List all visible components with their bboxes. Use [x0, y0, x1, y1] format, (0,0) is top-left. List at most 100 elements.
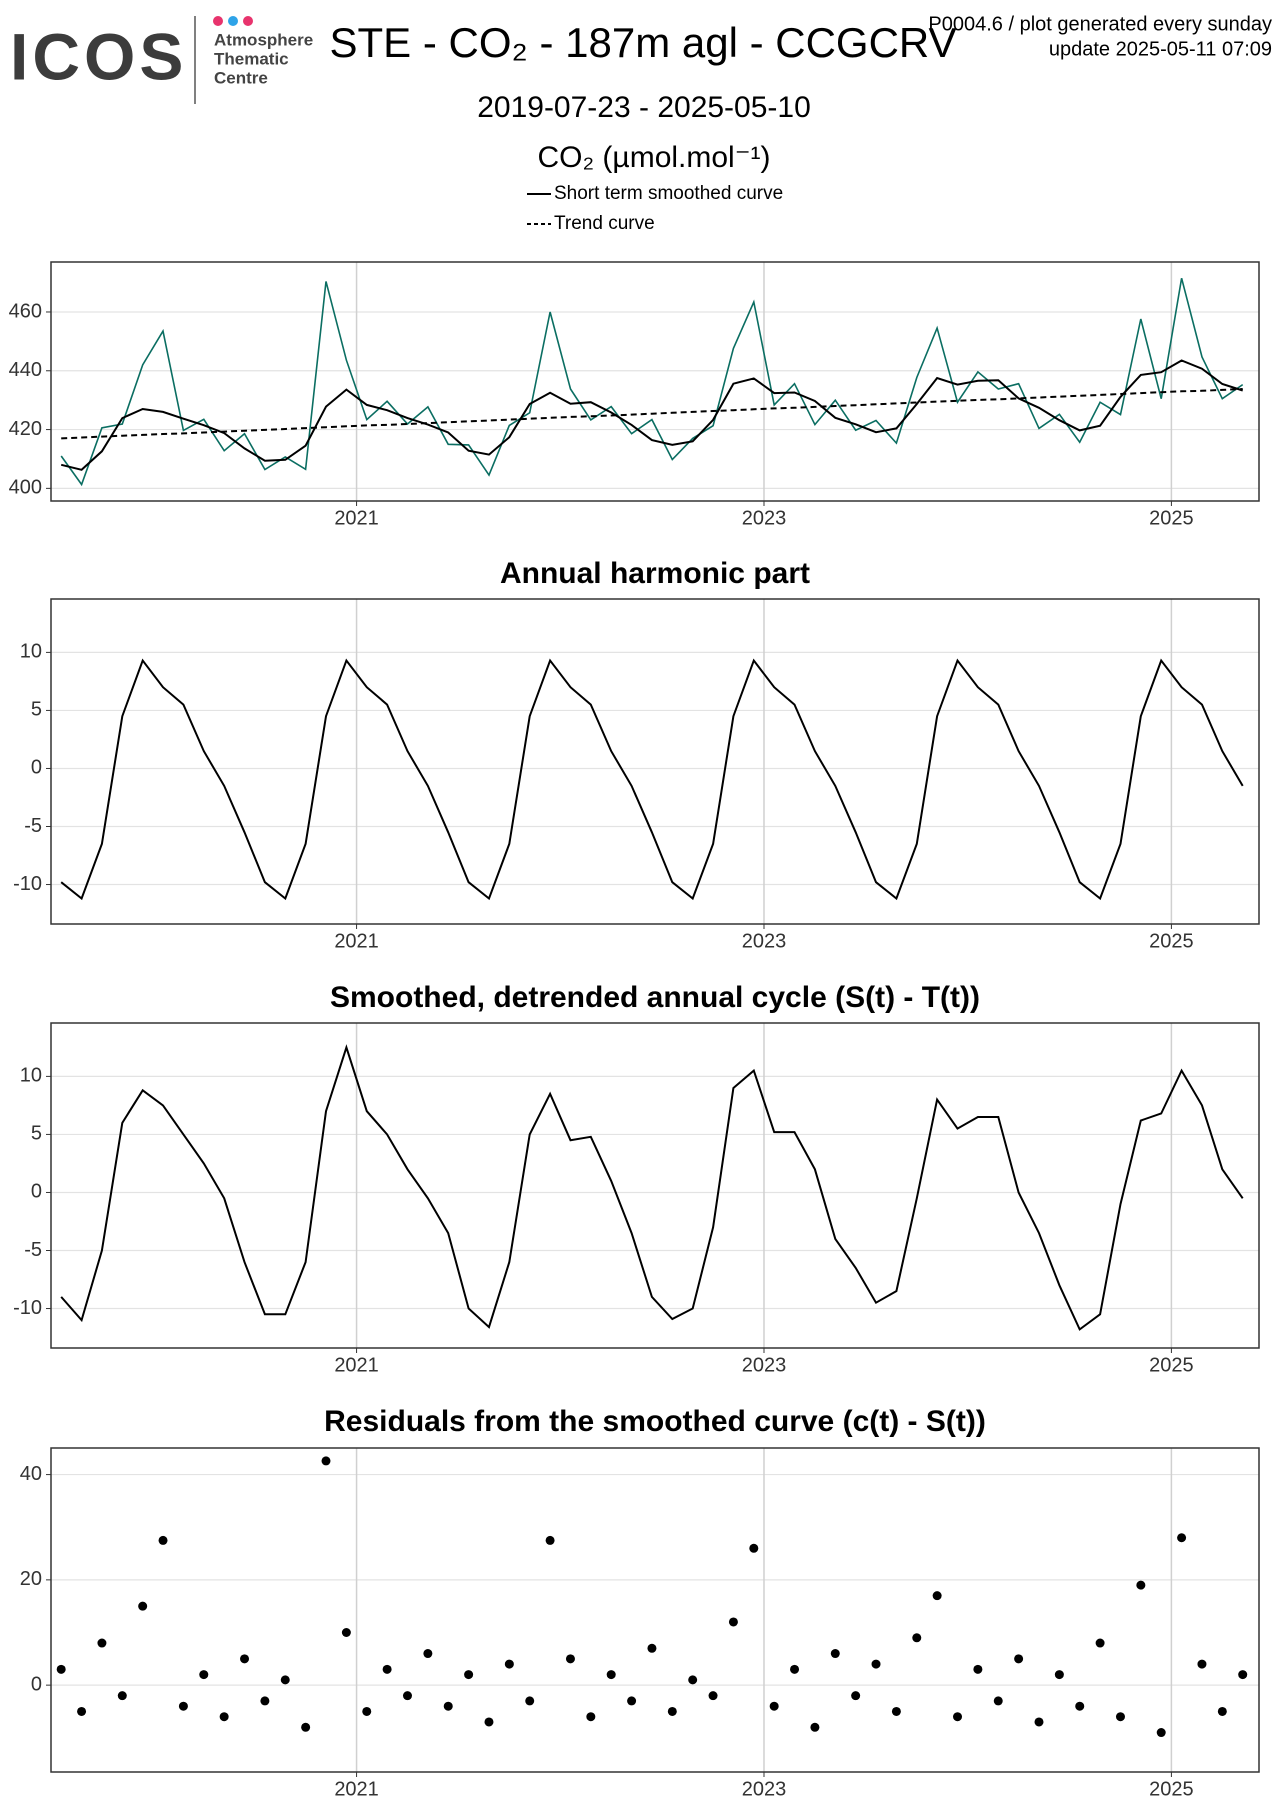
- y-axis-label: CO₂ (µmol.mol⁻¹): [537, 141, 770, 174]
- point: [769, 1701, 779, 1711]
- y-tick-label: 420: [9, 418, 42, 440]
- y-tick-label: 10: [20, 641, 42, 663]
- y-tick-label: -10: [13, 1297, 42, 1319]
- point: [1075, 1701, 1085, 1711]
- point: [749, 1543, 759, 1553]
- point: [688, 1675, 698, 1685]
- x-tick-label: 2025: [1149, 930, 1194, 952]
- point: [362, 1706, 372, 1716]
- y-tick-label: 460: [9, 300, 42, 322]
- logo-text: Atmosphere: [214, 30, 313, 49]
- point: [973, 1664, 983, 1674]
- point: [341, 1628, 351, 1638]
- logo-text: Thematic: [214, 49, 289, 68]
- logo-dot: [243, 16, 253, 26]
- y-tick-label: 20: [20, 1568, 42, 1590]
- plot-background: [51, 1448, 1259, 1772]
- legend-label: Short term smoothed curve: [554, 183, 783, 204]
- logo-dot: [228, 16, 238, 26]
- point: [443, 1701, 453, 1711]
- point: [219, 1712, 229, 1722]
- point: [708, 1691, 718, 1701]
- x-tick-label: 2021: [334, 507, 379, 529]
- point: [117, 1691, 127, 1701]
- plot-border: [50, 1447, 1260, 1773]
- logo: ICOS: [10, 19, 187, 93]
- legend-label: Trend curve: [554, 213, 655, 234]
- y-tick-label: 5: [31, 699, 42, 721]
- y-tick-label: 40: [20, 1463, 42, 1485]
- point: [321, 1456, 331, 1466]
- point: [1197, 1659, 1207, 1669]
- series-line: [60, 1044, 1244, 1331]
- x-tick-label: 2025: [1149, 1778, 1194, 1800]
- x-tick-label: 2025: [1149, 507, 1194, 529]
- panel-title: Residuals from the smoothed curve (c(t) …: [324, 1405, 986, 1438]
- point: [301, 1722, 311, 1732]
- main-title: STE - CO₂ - 187m agl - CCGCRV: [330, 19, 957, 66]
- point: [280, 1675, 290, 1685]
- point: [240, 1654, 250, 1664]
- y-tick-label: 10: [20, 1065, 42, 1087]
- plot-border: [50, 261, 1260, 502]
- y-tick-label: -10: [13, 873, 42, 895]
- plot-border: [50, 598, 1260, 925]
- point: [565, 1654, 575, 1664]
- subtitle: 2019-07-23 - 2025-05-10: [477, 91, 811, 124]
- point: [56, 1664, 66, 1674]
- point: [728, 1617, 738, 1627]
- point: [1115, 1712, 1125, 1722]
- point: [484, 1717, 494, 1727]
- point: [953, 1712, 963, 1722]
- point: [77, 1706, 87, 1716]
- series-line: [61, 388, 1243, 440]
- x-tick-label: 2025: [1149, 1354, 1194, 1376]
- x-tick-label: 2023: [742, 507, 787, 529]
- point: [1217, 1706, 1227, 1716]
- y-tick-label: 400: [9, 477, 42, 499]
- point: [138, 1601, 148, 1611]
- point: [178, 1701, 188, 1711]
- point: [790, 1664, 800, 1674]
- plot-border: [50, 1022, 1260, 1349]
- x-tick-label: 2023: [742, 1778, 787, 1800]
- point: [830, 1649, 840, 1659]
- point: [158, 1535, 168, 1545]
- point: [97, 1638, 107, 1648]
- point: [606, 1670, 616, 1680]
- meta: P0004.6 / plot generated every sunday: [928, 13, 1272, 35]
- point: [464, 1670, 474, 1680]
- point: [525, 1696, 535, 1706]
- logo-dot: [213, 16, 223, 26]
- point: [1238, 1670, 1248, 1680]
- plot-background: [51, 1023, 1259, 1348]
- point: [851, 1691, 861, 1701]
- y-tick-label: 440: [9, 359, 42, 381]
- point: [199, 1670, 209, 1680]
- point: [667, 1706, 677, 1716]
- point: [647, 1643, 657, 1653]
- x-tick-label: 2021: [334, 1778, 379, 1800]
- point: [260, 1696, 270, 1706]
- point: [993, 1696, 1003, 1706]
- y-tick-label: -5: [24, 815, 42, 837]
- point: [402, 1691, 412, 1701]
- y-tick-label: 5: [31, 1123, 42, 1145]
- point: [1054, 1670, 1064, 1680]
- point: [1014, 1654, 1024, 1664]
- point: [382, 1664, 392, 1674]
- logo-text: Centre: [214, 68, 268, 87]
- panel-title: Annual harmonic part: [500, 557, 810, 590]
- plot-background: [51, 262, 1259, 501]
- panel-title: Smoothed, detrended annual cycle (S(t) -…: [330, 981, 980, 1014]
- y-tick-label: 0: [31, 1181, 42, 1203]
- series-line: [60, 359, 1244, 471]
- point: [1156, 1728, 1166, 1738]
- point: [932, 1591, 942, 1601]
- x-tick-label: 2023: [742, 1354, 787, 1376]
- x-tick-label: 2021: [334, 930, 379, 952]
- plot-background: [51, 599, 1259, 924]
- point: [891, 1706, 901, 1716]
- point: [504, 1659, 514, 1669]
